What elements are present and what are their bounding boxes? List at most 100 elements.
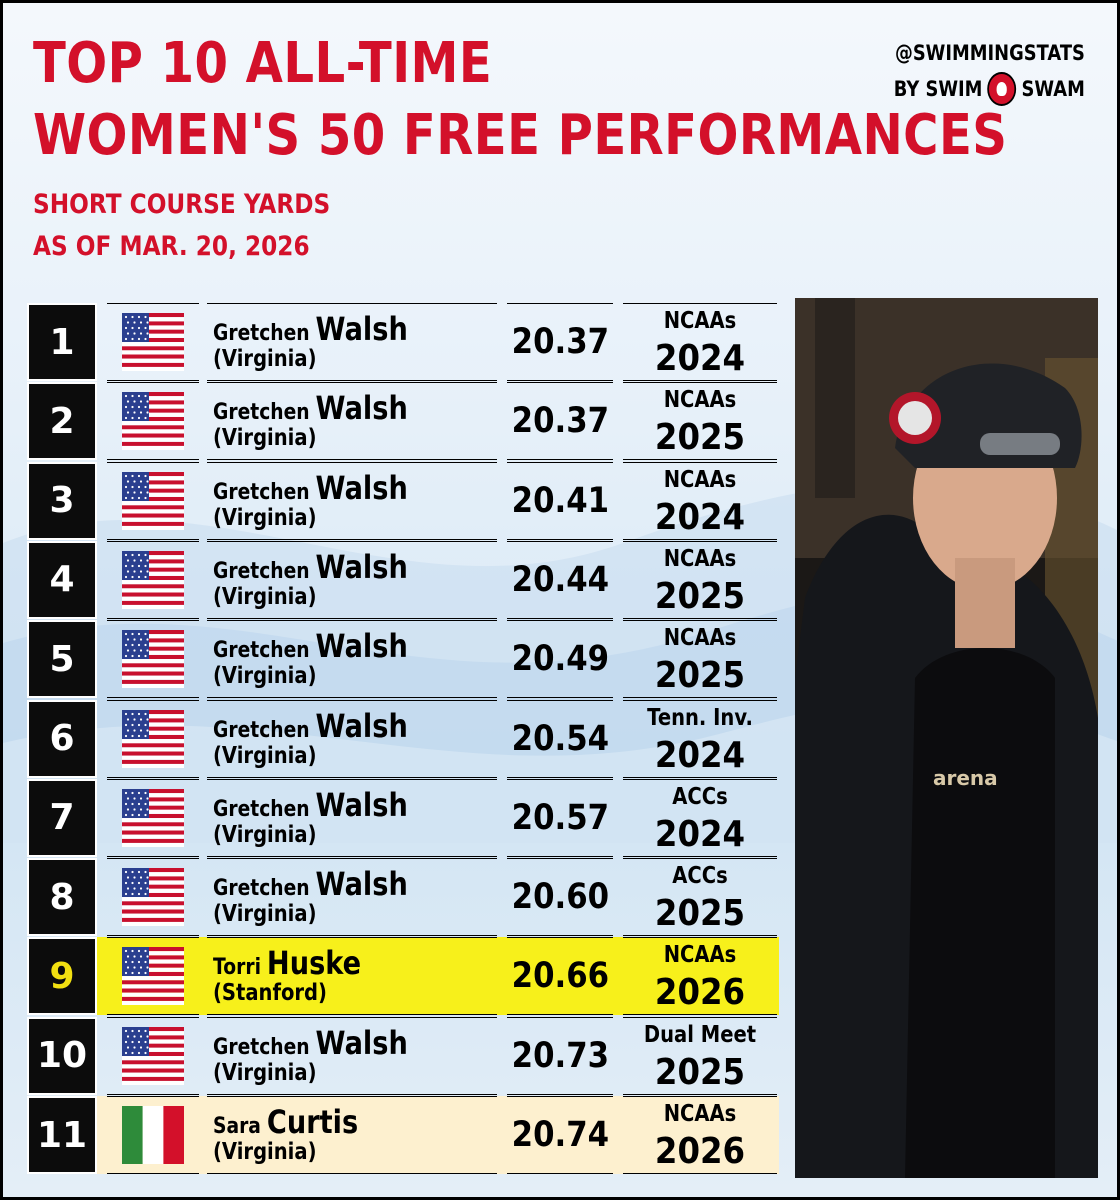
time-cell: 20.44 <box>507 540 613 619</box>
table-row: 7 Gretchen Walsh (Virginia) 20.57 ACCs 2… <box>27 778 779 857</box>
meet-name: NCAAs <box>663 387 737 414</box>
table-row: 6 Gretchen Walsh (Virginia) 20.54 Tenn. … <box>27 699 779 778</box>
usa-flag-icon <box>122 709 184 768</box>
meet-year: 2024 <box>654 734 746 776</box>
meet-cell: NCAAs 2024 <box>623 461 777 540</box>
name-cell: Gretchen Walsh (Virginia) <box>207 1016 497 1095</box>
meet-year: 2024 <box>654 813 746 855</box>
name-cell: Gretchen Walsh (Virginia) <box>207 461 497 540</box>
swimmer-name: Gretchen Walsh <box>213 627 408 665</box>
last-name: Walsh <box>315 1023 408 1062</box>
school: (Virginia) <box>213 742 317 769</box>
flag-cell <box>107 461 199 540</box>
meet-cell: NCAAs 2025 <box>623 540 777 619</box>
meet-name: NCAAs <box>663 1101 737 1127</box>
meet-cell: NCAAs 2025 <box>623 620 777 699</box>
usa-flag-icon <box>122 313 184 371</box>
meet-name: ACCs <box>672 863 728 890</box>
brand-by-left: BY SWIM <box>893 77 983 101</box>
name-cell: Gretchen Walsh (Virginia) <box>207 858 497 937</box>
first-name: Gretchen <box>213 1034 310 1060</box>
rank-cell: 7 <box>27 778 97 857</box>
last-name: Huske <box>266 944 362 983</box>
meet-cell: NCAAs 2026 <box>623 1096 777 1174</box>
school: (Virginia) <box>213 504 317 531</box>
table-row: 8 Gretchen Walsh (Virginia) 20.60 ACCs 2… <box>27 858 779 937</box>
rank-cell: 5 <box>27 620 97 699</box>
first-name: Torri <box>213 955 261 981</box>
first-name: Sara <box>213 1114 261 1139</box>
usa-flag-icon <box>122 630 184 689</box>
time-cell: 20.74 <box>507 1096 613 1174</box>
last-name: Walsh <box>315 627 408 666</box>
last-name: Curtis <box>266 1103 359 1141</box>
meet-year: 2025 <box>654 655 746 697</box>
swimmer-name: Gretchen Walsh <box>213 786 408 824</box>
name-cell: Torri Huske (Stanford) <box>207 937 497 1016</box>
school: (Virginia) <box>213 1059 317 1086</box>
meet-year: 2025 <box>654 575 746 617</box>
time-cell: 20.49 <box>507 620 613 699</box>
flag-cell <box>107 1016 199 1095</box>
time-cell: 20.66 <box>507 937 613 1016</box>
last-name: Walsh <box>315 785 408 824</box>
swimmer-name: Gretchen Walsh <box>213 389 408 427</box>
time-cell: 20.41 <box>507 461 613 540</box>
time-value: 20.54 <box>511 718 609 759</box>
last-name: Walsh <box>315 468 408 507</box>
swimmer-photo: arena <box>795 298 1098 1178</box>
school: (Stanford) <box>213 980 327 1007</box>
swimmer-name: Gretchen Walsh <box>213 469 408 507</box>
school: (Virginia) <box>213 583 317 610</box>
swimmer-name: Gretchen Walsh <box>213 310 408 348</box>
school: (Virginia) <box>213 1139 317 1165</box>
meet-year: 2024 <box>654 338 746 379</box>
time-value: 20.37 <box>511 322 609 362</box>
time-value: 20.66 <box>511 956 609 997</box>
rank-cell: 4 <box>27 540 97 619</box>
rank-cell: 6 <box>27 699 97 778</box>
meet-name: NCAAs <box>663 308 737 334</box>
swimmer-name: Gretchen Walsh <box>213 548 408 586</box>
meet-name: ACCs <box>672 783 728 810</box>
name-cell: Sara Curtis (Virginia) <box>207 1096 497 1174</box>
rank-cell: 8 <box>27 858 97 937</box>
time-cell: 20.54 <box>507 699 613 778</box>
meet-cell: Dual Meet 2025 <box>623 1016 777 1095</box>
row-highlight <box>97 1096 779 1174</box>
meet-year: 2024 <box>654 496 746 538</box>
table-row: 10 Gretchen Walsh (Virginia) 20.73 Dual … <box>27 1016 779 1095</box>
last-name: Walsh <box>315 865 408 904</box>
meet-year: 2026 <box>654 972 746 1014</box>
name-cell: Gretchen Walsh (Virginia) <box>207 620 497 699</box>
flag-cell <box>107 699 199 778</box>
usa-flag-icon <box>122 788 184 847</box>
title-line-1: TOP 10 ALL-TIME <box>33 31 493 96</box>
time-value: 20.49 <box>511 639 609 680</box>
meet-name: NCAAs <box>663 466 737 493</box>
brand-handle: @SWIMMINGSTATS <box>895 41 1085 65</box>
rank-cell: 10 <box>27 1016 97 1095</box>
meet-year: 2025 <box>654 1051 746 1093</box>
meet-year: 2025 <box>654 893 746 935</box>
swimmer-name: Gretchen Walsh <box>213 1024 408 1062</box>
table-row: 3 Gretchen Walsh (Virginia) 20.41 NCAAs … <box>27 461 779 540</box>
school: (Virginia) <box>213 821 317 848</box>
last-name: Walsh <box>315 547 408 586</box>
subtitle-course: SHORT COURSE YARDS <box>33 189 331 220</box>
table-row: 5 Gretchen Walsh (Virginia) 20.49 NCAAs … <box>27 620 779 699</box>
flag-cell <box>107 937 199 1016</box>
rank-cell: 11 <box>27 1096 97 1174</box>
brand-by-right: SWAM <box>1021 77 1085 101</box>
meet-name: NCAAs <box>663 942 737 969</box>
table-row: 2 Gretchen Walsh (Virginia) 20.37 NCAAs … <box>27 382 779 461</box>
name-cell: Gretchen Walsh (Virginia) <box>207 303 497 381</box>
flag-cell <box>107 303 199 381</box>
row-highlight <box>97 937 779 1016</box>
last-name: Walsh <box>315 706 408 745</box>
last-name: Walsh <box>315 310 408 348</box>
name-cell: Gretchen Walsh (Virginia) <box>207 699 497 778</box>
table-row: 4 Gretchen Walsh (Virginia) 20.44 NCAAs … <box>27 540 779 619</box>
table-row: 9 Torri Huske (Stanford) 20.66 NCAAs 202… <box>27 937 779 1016</box>
table-row: 11 Sara Curtis (Virginia) 20.74 NCAAs 20… <box>27 1096 779 1174</box>
